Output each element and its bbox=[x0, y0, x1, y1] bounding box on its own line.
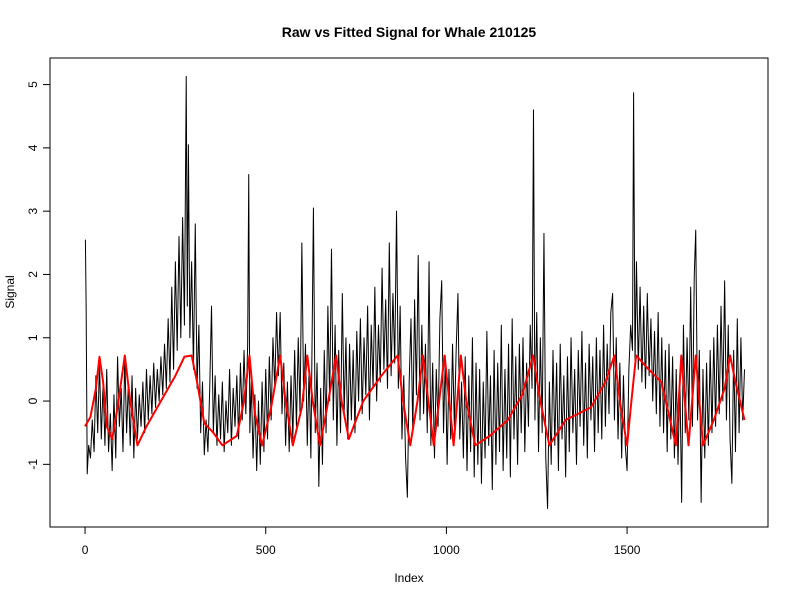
y-tick-label: 3 bbox=[26, 208, 40, 215]
series-line bbox=[84, 354, 746, 447]
y-tick-label: 1 bbox=[26, 334, 40, 341]
x-tick-label: 500 bbox=[256, 543, 276, 557]
y-tick-label: 2 bbox=[26, 271, 40, 278]
x-tick-label: 1000 bbox=[433, 543, 460, 557]
x-tick-label: 1500 bbox=[614, 543, 641, 557]
x-tick-label: 0 bbox=[82, 543, 89, 557]
y-tick-label: 0 bbox=[26, 397, 40, 404]
y-axis-label: Signal bbox=[3, 275, 17, 308]
y-tick-label: 4 bbox=[26, 144, 40, 151]
y-tick-label: -1 bbox=[26, 459, 40, 470]
series-line bbox=[84, 75, 746, 510]
plot-frame bbox=[49, 57, 769, 528]
y-tick-label: 5 bbox=[26, 81, 40, 88]
chart-title: Raw vs Fitted Signal for Whale 210125 bbox=[282, 24, 537, 40]
x-axis-label: Index bbox=[394, 571, 423, 585]
